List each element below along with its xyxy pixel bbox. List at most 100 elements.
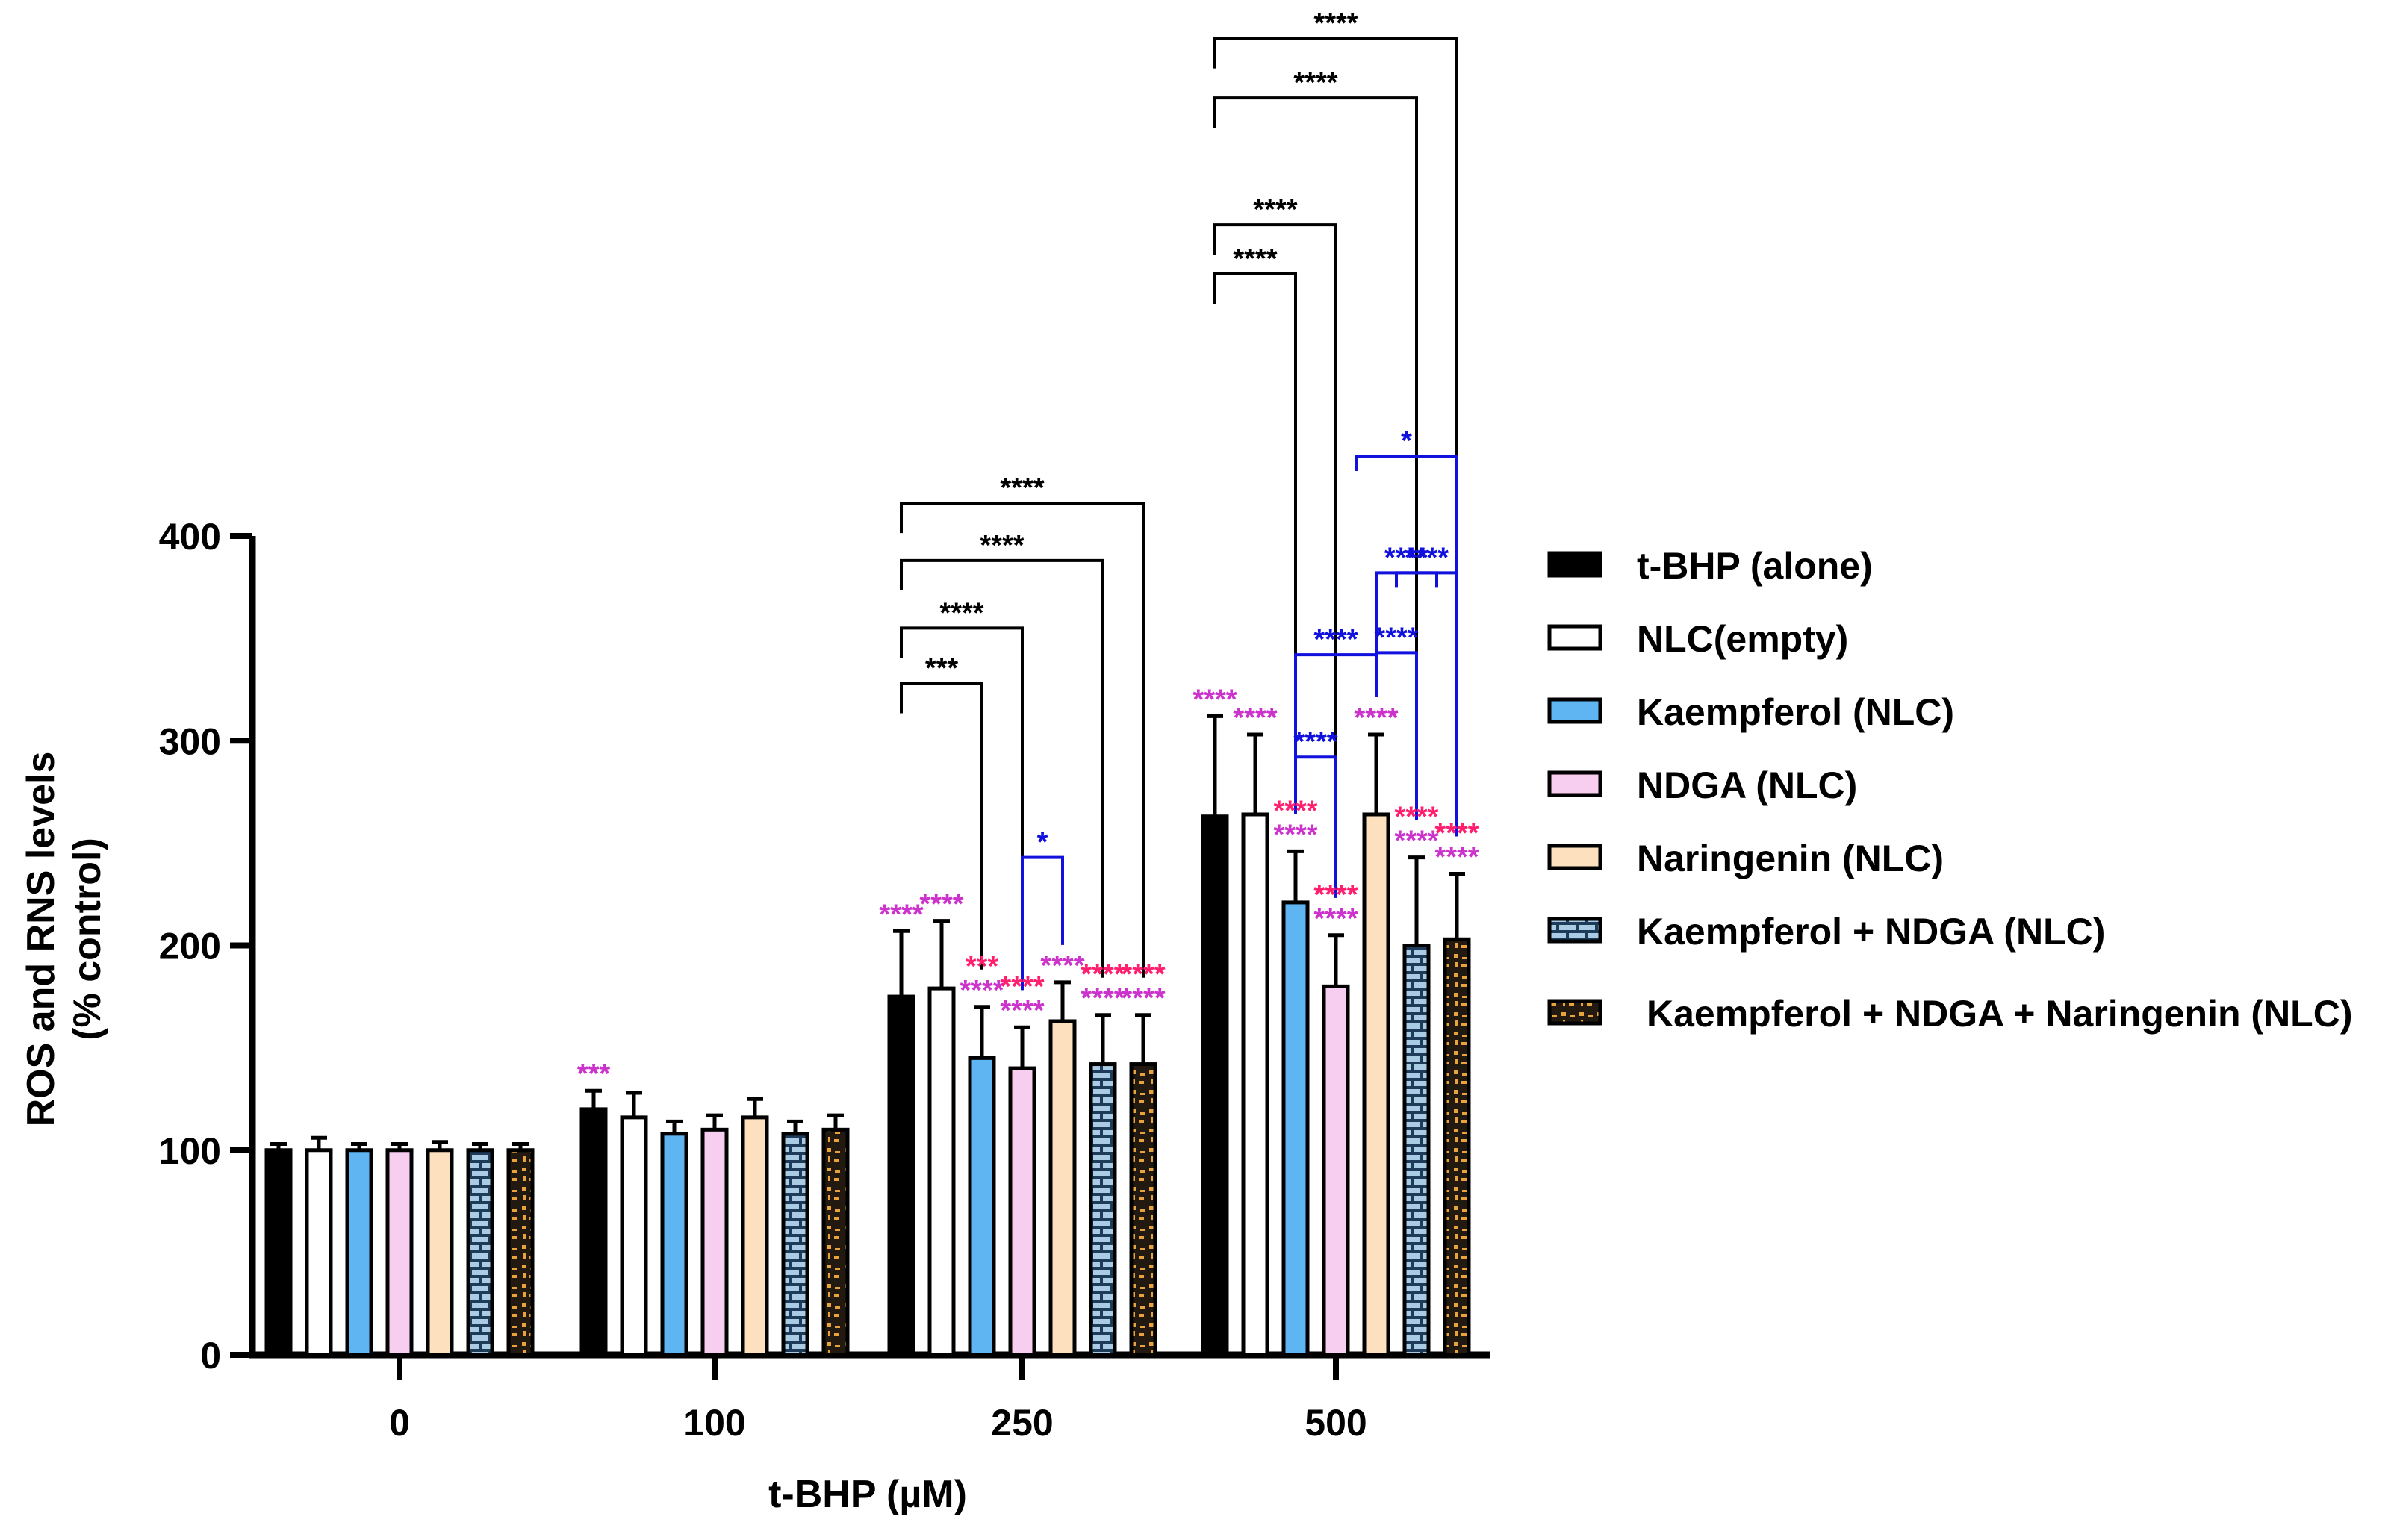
significance-marker: **** (1394, 802, 1438, 833)
significance-bracket: **** (1213, 243, 1297, 814)
error-bar (1449, 872, 1465, 940)
error-bar (585, 1088, 602, 1109)
error-bar (1247, 732, 1263, 814)
bracket-label: **** (1374, 622, 1418, 653)
y-axis-label-line1: ROS and RNS levels (19, 752, 63, 1127)
significance-marker: **** (960, 975, 1004, 1006)
bar (1241, 812, 1269, 1357)
significance-marker: **** (1434, 818, 1479, 850)
error-bar (391, 1142, 408, 1150)
significance-marker: **** (1434, 842, 1479, 873)
significance-marker: **** (919, 889, 963, 920)
bracket-label: **** (1384, 542, 1428, 573)
error-bar (512, 1142, 529, 1150)
legend-label: NDGA (NLC) (1637, 764, 1857, 806)
legend-item: Kaempferol (NLC) (1547, 691, 1954, 733)
bar (1089, 1062, 1117, 1357)
bar (1129, 1062, 1157, 1357)
error-bar (893, 929, 910, 997)
bracket-label: **** (1313, 8, 1358, 40)
legend-label: Kaempferol (NLC) (1637, 691, 1954, 733)
error-bar (1054, 980, 1071, 1021)
legend: t-BHP (alone) NLC(empty) Kaempferol (NLC) N… (1547, 545, 2352, 1035)
error-bar (1207, 714, 1223, 817)
error-bar (933, 919, 950, 989)
significance-stars: ****************************************… (577, 684, 1479, 1090)
error-bar (666, 1119, 683, 1134)
x-tick-label: 100 (683, 1402, 745, 1444)
significance-marker: *** (966, 951, 999, 982)
significance-marker: **** (879, 899, 923, 930)
legend-label: Kaempferol + NDGA (NLC) (1637, 911, 2105, 953)
bar (927, 986, 956, 1357)
error-bar (706, 1113, 723, 1130)
bar (385, 1148, 414, 1357)
legend-swatch (1547, 697, 1602, 724)
bar (1322, 984, 1350, 1357)
significance-brackets: ****************************************… (900, 8, 1458, 991)
x-tick-label: 0 (389, 1402, 410, 1444)
bar (1443, 937, 1471, 1357)
x-axis-label: t-BHP (µM) (768, 1473, 967, 1516)
legend-swatch (1547, 917, 1602, 944)
significance-marker: **** (1040, 950, 1084, 982)
error-bar (1095, 1013, 1111, 1064)
legend-label: Kaempferol + NDGA + Naringenin (NLC) (1647, 993, 2352, 1035)
legend-item: Kaempferol + NDGA + Naringenin (NLC) (1547, 993, 2352, 1035)
bar (968, 1056, 996, 1357)
error-bar (472, 1142, 488, 1150)
bar (1402, 944, 1431, 1357)
bar (821, 1127, 850, 1357)
legend-label: t-BHP (alone) (1637, 545, 1873, 587)
error-bar (974, 1005, 990, 1059)
significance-bracket: **** (900, 473, 1145, 978)
bar (305, 1148, 333, 1357)
significance-marker: **** (1354, 702, 1398, 734)
legend-label: NLC(empty) (1637, 618, 1848, 660)
y-axis-label-line2: (% control) (66, 838, 109, 1041)
y-tick-label: 200 (159, 926, 221, 967)
significance-bracket: *** (900, 652, 983, 970)
y-tick-label: 300 (159, 720, 221, 762)
bar (426, 1148, 454, 1357)
significance-bracket: * (1355, 425, 1458, 837)
bracket-label: *** (925, 652, 959, 684)
significance-marker: **** (1233, 702, 1277, 734)
error-bar (270, 1142, 287, 1150)
bar (700, 1127, 729, 1357)
error-bar (1014, 1025, 1030, 1069)
significance-bracket: **** (1374, 622, 1419, 820)
bar (264, 1148, 293, 1357)
y-tick-label: 0 (200, 1335, 221, 1377)
legend-item: NLC(empty) (1547, 618, 1848, 660)
legend-swatch (1547, 624, 1602, 651)
bar (660, 1132, 688, 1357)
bracket-label: * (1401, 425, 1412, 457)
bar (579, 1107, 608, 1357)
bracket-label: **** (1293, 726, 1337, 758)
legend-item: Kaempferol + NDGA (NLC) (1547, 911, 2105, 953)
error-bar (827, 1113, 844, 1130)
bar (1281, 900, 1310, 1357)
bar (1008, 1066, 1036, 1357)
bracket-label: **** (939, 597, 983, 629)
error-bar (1328, 933, 1344, 987)
significance-marker: **** (1394, 826, 1438, 857)
bar (1362, 812, 1390, 1357)
significance-marker: **** (1313, 879, 1358, 911)
legend-swatch (1547, 551, 1602, 578)
significance-marker: **** (1000, 995, 1044, 1026)
bracket-label: **** (980, 530, 1024, 561)
significance-bracket: **** (1293, 726, 1338, 898)
error-bar (432, 1140, 448, 1150)
significance-bracket: **** (1213, 67, 1418, 820)
significance-marker: **** (1273, 795, 1317, 826)
bar (887, 994, 915, 1357)
bar (1048, 1019, 1077, 1357)
legend-swatch (1547, 999, 1602, 1026)
bracket-label: **** (1233, 243, 1277, 275)
bracket-label: **** (1253, 194, 1297, 225)
y-tick-label: 100 (159, 1130, 221, 1172)
legend-item: t-BHP (alone) (1547, 545, 1873, 587)
